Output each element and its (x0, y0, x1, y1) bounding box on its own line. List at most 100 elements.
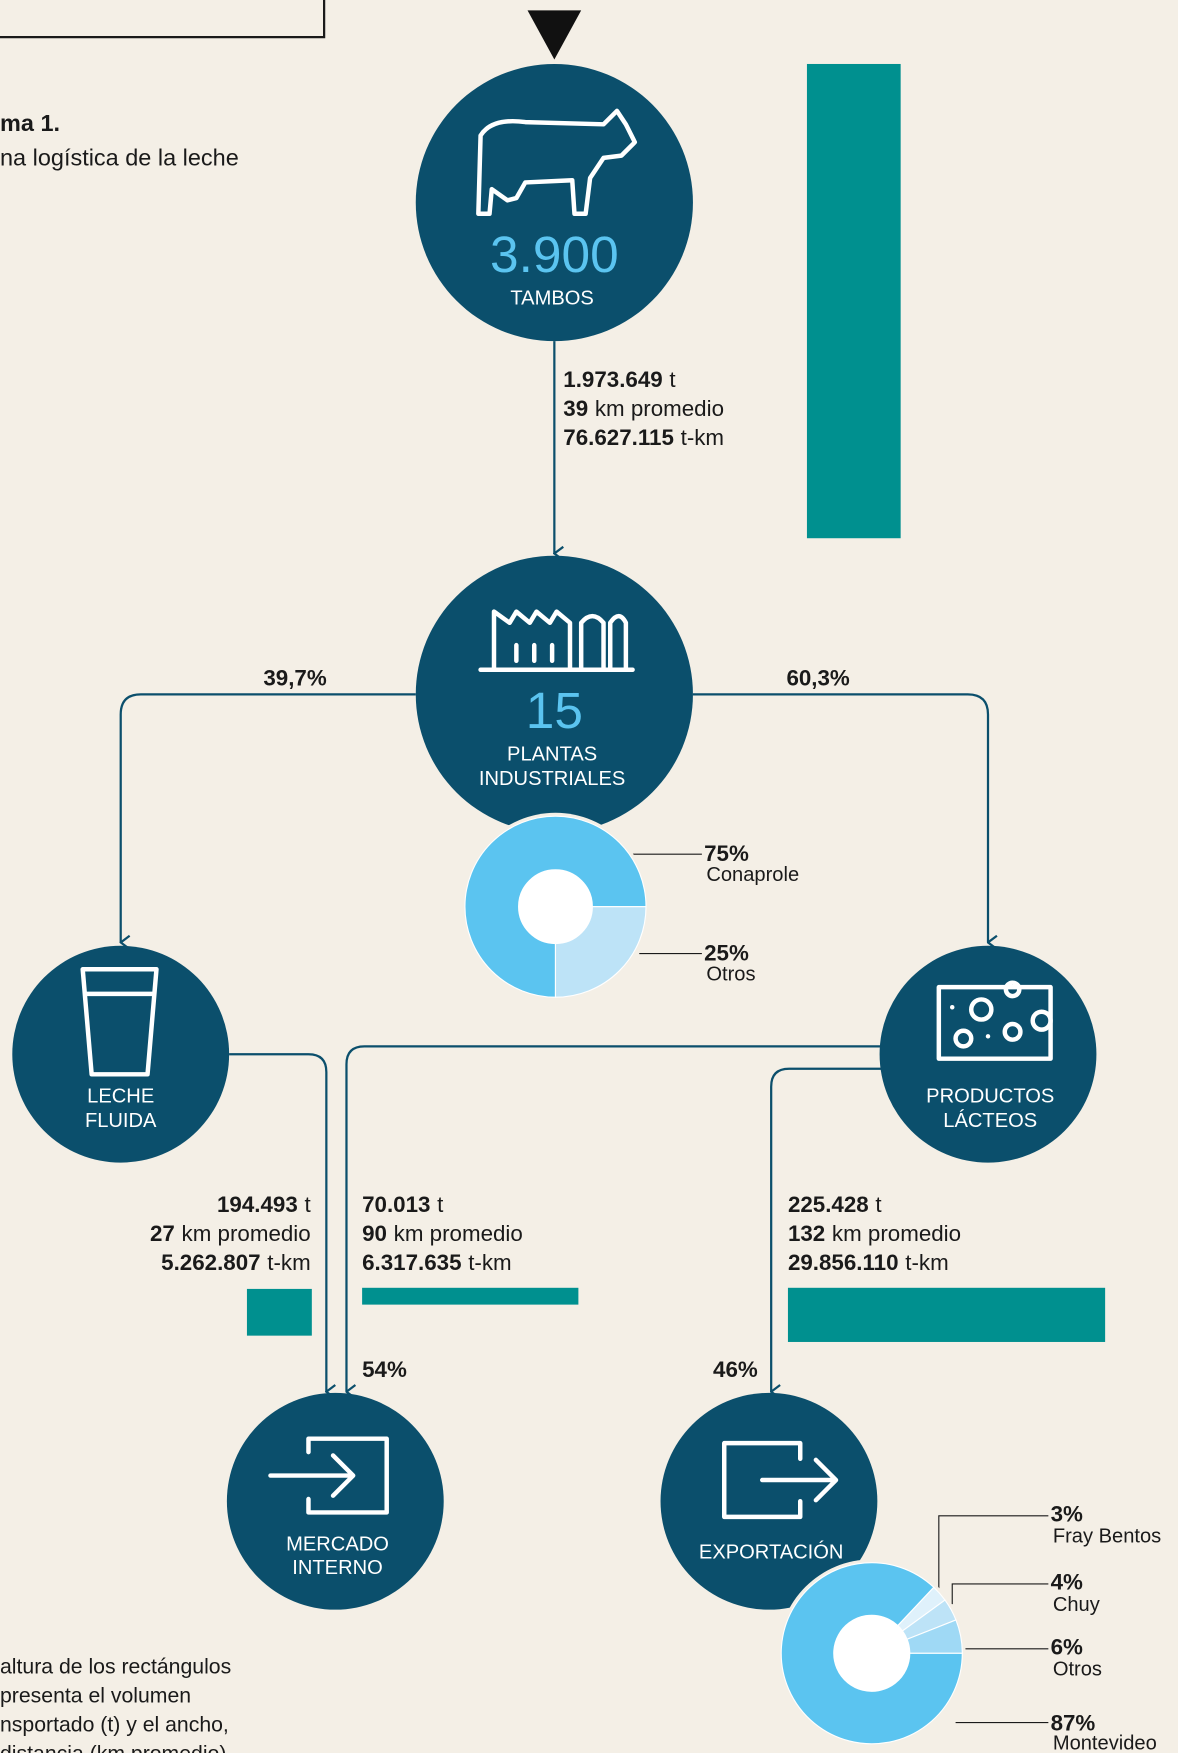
share-label: 46% (713, 1357, 758, 1382)
donut-hole (833, 1615, 910, 1692)
km: 39 (563, 396, 588, 421)
node-circle (660, 1392, 878, 1610)
node-label: LECHE (87, 1085, 154, 1107)
node-circle (12, 945, 230, 1163)
node-circle (415, 63, 693, 342)
volume-distance-rect (246, 1288, 312, 1336)
share-label: 60,3% (786, 665, 849, 690)
slice-name: Conaprole (706, 864, 799, 886)
factory-icon (478, 609, 635, 672)
flow-line (229, 1053, 326, 1392)
unit: km promedio (182, 1221, 311, 1246)
note: distancia (km promedio) (0, 1743, 226, 1753)
node-label: LÁCTEOS (943, 1109, 1037, 1132)
note: altura de los rectángulos (0, 1655, 231, 1678)
unit: t (669, 367, 676, 392)
flow-stats: 194.493 t 27 km promedio 5.262.807 t-km (150, 1192, 312, 1275)
node-label: EXPORTACIÓN (699, 1540, 844, 1563)
import-icon (268, 1436, 389, 1515)
node-label: INDUSTRIALES (479, 768, 625, 790)
node-number: 3.900 (490, 225, 619, 283)
unit: t (875, 1192, 882, 1217)
unit: t (437, 1192, 444, 1217)
tkm: 6.317.635 (362, 1250, 461, 1275)
slice-name: Fray Bentos (1053, 1526, 1161, 1548)
unit: t-km (681, 425, 724, 450)
tonnes: 225.428 (788, 1192, 869, 1217)
slice-name: Chuy (1053, 1594, 1101, 1616)
flow-stats: 225.428 t 132 km promedio 29.856.110 t-km (788, 1192, 961, 1275)
km: 132 (788, 1221, 825, 1246)
tkm: 76.627.115 (563, 425, 674, 450)
volume-distance-rect (806, 63, 901, 539)
export-icon (722, 1440, 839, 1520)
unit: t-km (905, 1250, 948, 1275)
slice-value: 87% (1051, 1710, 1096, 1735)
flow-line (345, 1045, 883, 1391)
slice-value: 4% (1051, 1570, 1083, 1595)
slice-value: 25% (704, 940, 749, 965)
flow-line (692, 693, 988, 942)
subtitle: na logística de la leche (0, 145, 239, 171)
entry-triangle (527, 10, 582, 60)
donut-hole (518, 869, 593, 944)
share-label: 54% (362, 1357, 407, 1382)
share-label: 39,7% (263, 665, 326, 690)
tkm: 5.262.807 (161, 1250, 260, 1275)
slice-name: Otros (1053, 1659, 1102, 1681)
node-label: TAMBOS (510, 287, 593, 309)
leader-line (951, 1583, 1049, 1605)
unit: t-km (468, 1250, 511, 1275)
tonnes: 1.973.649 (563, 367, 662, 392)
leader-line (938, 1515, 1049, 1589)
slice-value: 3% (1051, 1501, 1083, 1526)
km: 90 (362, 1221, 387, 1246)
header-box (0, 0, 326, 39)
node-label: MERCADO (286, 1533, 389, 1555)
node-label: FLUIDA (85, 1110, 157, 1132)
flow-line (770, 1067, 883, 1392)
slice-name: Montevideo (1053, 1732, 1157, 1753)
glass-icon (80, 967, 159, 1077)
node-number: 15 (526, 681, 583, 739)
cow-icon (476, 108, 638, 216)
flow-line (121, 693, 416, 942)
unit: t (304, 1192, 311, 1217)
km: 27 (150, 1221, 175, 1246)
flow-stats: 1.973.649 t 39 km promedio 76.627.115 t-km (563, 367, 724, 450)
node-label: PLANTAS (507, 743, 597, 765)
unit: km promedio (832, 1221, 961, 1246)
unit: km promedio (595, 396, 724, 421)
diagram-label: ma 1. (0, 110, 60, 136)
node-label: INTERNO (292, 1557, 383, 1579)
tonnes: 70.013 (362, 1192, 430, 1217)
unit: t-km (267, 1250, 310, 1275)
volume-distance-rect (787, 1287, 1106, 1342)
cheese-icon (936, 980, 1053, 1061)
node-circle (226, 1392, 444, 1610)
slice-value: 6% (1051, 1634, 1083, 1659)
node-label: PRODUCTOS (926, 1085, 1054, 1107)
tkm: 29.856.110 (788, 1250, 899, 1275)
note: nsportado (t) y el ancho, (0, 1714, 229, 1737)
volume-distance-rect (362, 1287, 579, 1305)
unit: km promedio (394, 1221, 523, 1246)
tonnes: 194.493 (217, 1192, 298, 1217)
slice-name: Otros (706, 963, 755, 985)
note: presenta el volumen (0, 1684, 191, 1707)
slice-value: 75% (704, 841, 749, 866)
